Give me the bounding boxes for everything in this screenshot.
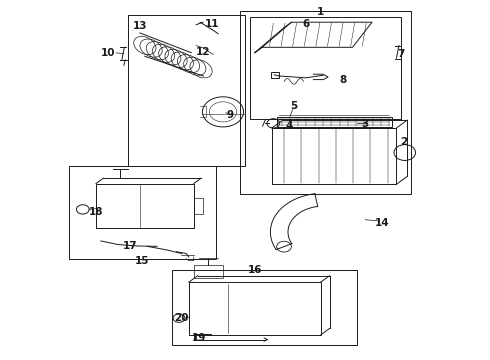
- Text: 19: 19: [192, 333, 206, 343]
- Text: 5: 5: [290, 102, 297, 112]
- Bar: [250, 17, 401, 119]
- Text: 1: 1: [317, 7, 324, 17]
- Text: 12: 12: [196, 46, 211, 57]
- Text: 2: 2: [400, 138, 407, 147]
- Bar: [194, 198, 203, 214]
- Text: 17: 17: [123, 241, 138, 251]
- Text: 16: 16: [247, 265, 262, 275]
- Text: 9: 9: [227, 111, 234, 121]
- Text: 10: 10: [101, 48, 116, 58]
- Bar: [96, 184, 194, 228]
- Text: 14: 14: [374, 218, 389, 228]
- Text: 15: 15: [135, 256, 149, 266]
- Bar: [277, 117, 392, 127]
- Bar: [172, 270, 357, 345]
- Bar: [240, 12, 411, 194]
- Text: 7: 7: [398, 49, 405, 59]
- Bar: [128, 15, 245, 166]
- Bar: [194, 265, 223, 278]
- Bar: [189, 282, 321, 335]
- Text: 13: 13: [133, 21, 147, 31]
- Text: 18: 18: [89, 207, 103, 217]
- Bar: [69, 166, 216, 259]
- Bar: [272, 128, 396, 184]
- Text: 20: 20: [174, 313, 189, 323]
- Text: 6: 6: [302, 19, 310, 29]
- Bar: [271, 72, 279, 78]
- Text: 3: 3: [361, 120, 368, 129]
- Text: 11: 11: [204, 19, 219, 29]
- Text: 8: 8: [339, 75, 346, 85]
- Text: 4: 4: [285, 121, 293, 131]
